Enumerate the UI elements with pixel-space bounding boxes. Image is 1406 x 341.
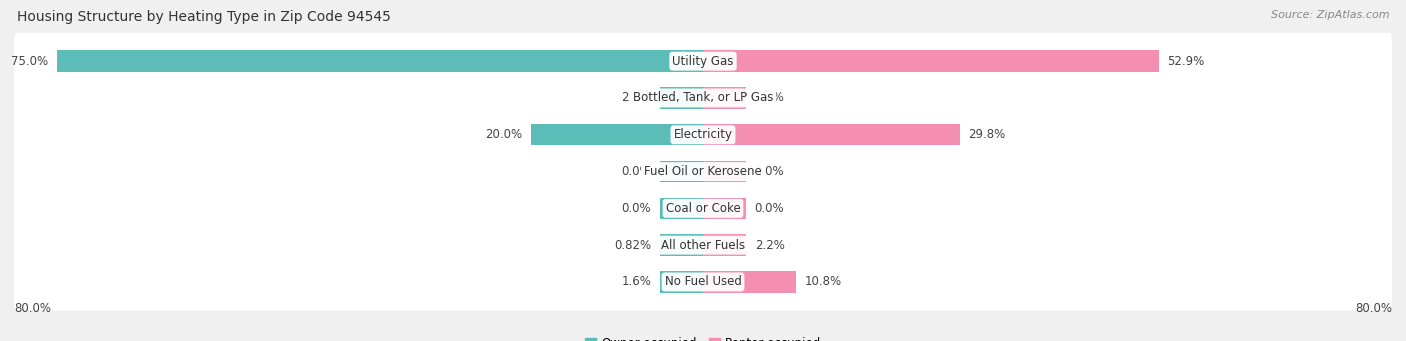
Text: 52.9%: 52.9%	[1167, 55, 1205, 68]
Bar	[703, 235, 747, 256]
FancyBboxPatch shape	[14, 254, 1392, 310]
Text: Bottled, Tank, or LP Gas: Bottled, Tank, or LP Gas	[633, 91, 773, 104]
Text: 4.4%: 4.4%	[755, 91, 785, 104]
Text: 0.0%: 0.0%	[755, 202, 785, 215]
Bar	[659, 235, 703, 256]
Bar	[703, 271, 796, 293]
Text: 20.0%: 20.0%	[485, 128, 522, 141]
Text: 10.8%: 10.8%	[804, 276, 842, 288]
Text: Fuel Oil or Kerosene: Fuel Oil or Kerosene	[644, 165, 762, 178]
Text: Housing Structure by Heating Type in Zip Code 94545: Housing Structure by Heating Type in Zip…	[17, 10, 391, 24]
Text: All other Fuels: All other Fuels	[661, 239, 745, 252]
Text: Source: ZipAtlas.com: Source: ZipAtlas.com	[1271, 10, 1389, 20]
FancyBboxPatch shape	[14, 143, 1392, 200]
FancyBboxPatch shape	[14, 106, 1392, 163]
Bar	[703, 124, 960, 145]
Text: 2.2%: 2.2%	[755, 239, 785, 252]
Text: 29.8%: 29.8%	[969, 128, 1005, 141]
Bar	[659, 161, 703, 182]
Text: Electricity: Electricity	[673, 128, 733, 141]
Bar	[531, 124, 703, 145]
Bar	[58, 50, 703, 72]
FancyBboxPatch shape	[14, 217, 1392, 273]
Bar	[703, 198, 747, 219]
Text: 1.6%: 1.6%	[621, 276, 651, 288]
Text: 0.0%: 0.0%	[755, 165, 785, 178]
Bar	[703, 87, 747, 109]
Text: 75.0%: 75.0%	[11, 55, 48, 68]
Text: No Fuel Used: No Fuel Used	[665, 276, 741, 288]
Bar	[659, 198, 703, 219]
Text: 0.0%: 0.0%	[621, 165, 651, 178]
FancyBboxPatch shape	[14, 180, 1392, 237]
FancyBboxPatch shape	[14, 70, 1392, 126]
Text: 0.82%: 0.82%	[614, 239, 651, 252]
Text: Utility Gas: Utility Gas	[672, 55, 734, 68]
Text: 80.0%: 80.0%	[14, 302, 51, 315]
Bar	[703, 50, 1159, 72]
Bar	[659, 271, 703, 293]
Bar	[703, 161, 747, 182]
Text: 80.0%: 80.0%	[1355, 302, 1392, 315]
FancyBboxPatch shape	[14, 33, 1392, 89]
Text: Coal or Coke: Coal or Coke	[665, 202, 741, 215]
Bar	[659, 87, 703, 109]
Legend: Owner-occupied, Renter-occupied: Owner-occupied, Renter-occupied	[579, 332, 827, 341]
Text: 0.0%: 0.0%	[621, 202, 651, 215]
Text: 2.6%: 2.6%	[621, 91, 651, 104]
